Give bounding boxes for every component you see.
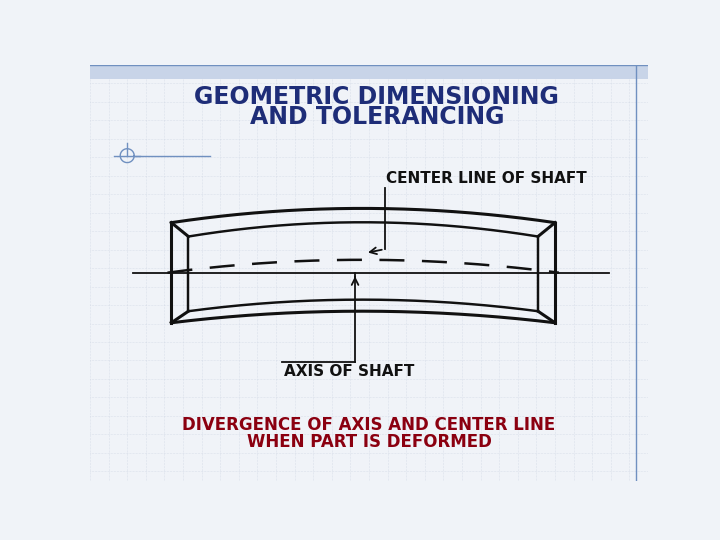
Text: GEOMETRIC DIMENSIONING: GEOMETRIC DIMENSIONING [194, 85, 559, 109]
Text: WHEN PART IS DEFORMED: WHEN PART IS DEFORMED [246, 433, 492, 451]
Text: CENTER LINE OF SHAFT: CENTER LINE OF SHAFT [386, 172, 587, 186]
Text: DIVERGENCE OF AXIS AND CENTER LINE: DIVERGENCE OF AXIS AND CENTER LINE [182, 416, 556, 434]
Polygon shape [90, 65, 648, 79]
Text: AND TOLERANCING: AND TOLERANCING [250, 105, 504, 129]
Text: AXIS OF SHAFT: AXIS OF SHAFT [284, 363, 414, 379]
